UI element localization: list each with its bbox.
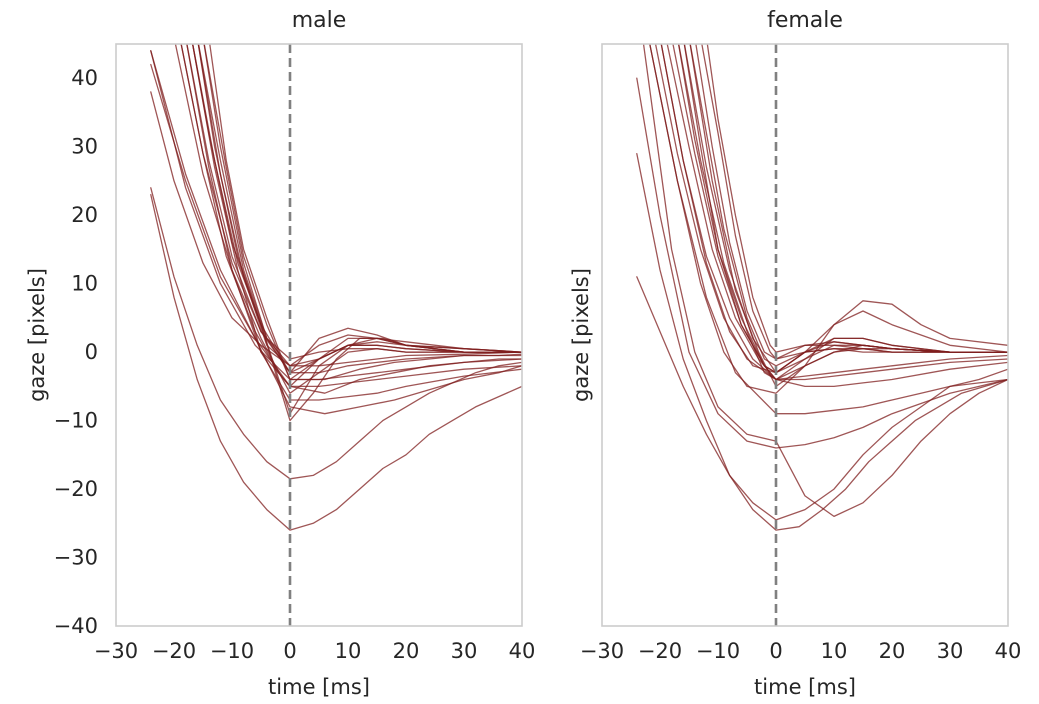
axes-frame — [601, 43, 1009, 627]
x-axis-label: time [ms] — [754, 675, 856, 699]
series-line-9 — [672, 44, 1008, 381]
series-line-5 — [649, 44, 1008, 394]
series-line-18 — [654, 44, 1008, 388]
y-tick-label: −40 — [54, 614, 98, 638]
series-line-7 — [191, 44, 522, 374]
series-group — [636, 44, 1008, 531]
y-tick-label: 10 — [71, 272, 98, 296]
series-line-14 — [203, 44, 522, 381]
x-tick-label: −20 — [152, 639, 196, 663]
series-line-18 — [150, 50, 522, 415]
y-tick-label: 20 — [71, 203, 98, 227]
x-tick-label: 40 — [995, 639, 1022, 663]
series-line-0 — [636, 276, 1008, 531]
x-tick-label: 0 — [769, 639, 782, 663]
x-tick-label: 20 — [393, 639, 420, 663]
y-axis-label: gaze [pixels] — [569, 268, 593, 402]
series-line-2 — [636, 77, 1008, 449]
y-tick-label: 30 — [71, 135, 98, 159]
x-tick-label: −10 — [696, 639, 740, 663]
series-line-19 — [706, 44, 1008, 353]
series-line-6 — [186, 44, 522, 367]
series-line-8 — [192, 44, 522, 415]
series-line-3 — [649, 44, 1008, 415]
y-tick-label: 40 — [71, 66, 98, 90]
x-tick-label: 10 — [821, 639, 848, 663]
series-line-12 — [186, 44, 522, 388]
x-tick-label: −10 — [210, 639, 254, 663]
series-line-16 — [197, 44, 522, 367]
series-line-10 — [197, 44, 522, 360]
x-tick-label: 40 — [509, 639, 536, 663]
x-tick-label: 0 — [283, 639, 296, 663]
series-line-10 — [689, 44, 1008, 367]
series-line-5 — [180, 44, 522, 374]
series-line-9 — [197, 44, 522, 422]
panel-title: female — [767, 8, 843, 33]
series-line-1 — [150, 187, 522, 480]
series-line-4 — [642, 44, 1008, 518]
series-line-0 — [150, 193, 522, 531]
series-line-11 — [203, 44, 522, 374]
series-line-2 — [150, 50, 522, 381]
x-tick-label: −30 — [94, 639, 138, 663]
series-line-16 — [701, 44, 1008, 360]
series-line-17 — [209, 44, 522, 381]
y-tick-label: 0 — [85, 340, 98, 364]
x-tick-label: −20 — [638, 639, 682, 663]
x-tick-label: 30 — [937, 639, 964, 663]
x-tick-label: 10 — [335, 639, 362, 663]
series-line-13 — [191, 44, 522, 401]
x-tick-label: 20 — [879, 639, 906, 663]
panel-title: male — [292, 8, 347, 33]
x-tick-label: −30 — [580, 639, 624, 663]
series-line-15 — [180, 44, 522, 388]
series-line-12 — [666, 44, 1008, 381]
series-line-1 — [636, 152, 1008, 521]
y-tick-label: −30 — [54, 546, 98, 570]
y-tick-label: −20 — [54, 477, 98, 501]
series-line-17 — [660, 44, 1008, 381]
axes-frame — [115, 43, 523, 627]
y-axis-label: gaze [pixels] — [25, 268, 49, 402]
series-line-19 — [150, 91, 522, 367]
series-line-14 — [683, 44, 1008, 374]
panel-female: female −30 −20 −10 0 10 20 30 40 time [ms] gaze [p… — [569, 8, 1021, 699]
y-tick-label: −10 — [54, 409, 98, 433]
panel-male: male−30 −20 −10 0 10 20 30 40−40−30−20−10010203… — [25, 8, 535, 699]
x-tick-label: 30 — [451, 639, 478, 663]
x-axis-label: time [ms] — [268, 675, 370, 699]
series-line-6 — [660, 44, 1008, 374]
series-line-13 — [678, 44, 1008, 381]
series-line-15 — [689, 44, 1008, 388]
series-group — [150, 44, 522, 531]
